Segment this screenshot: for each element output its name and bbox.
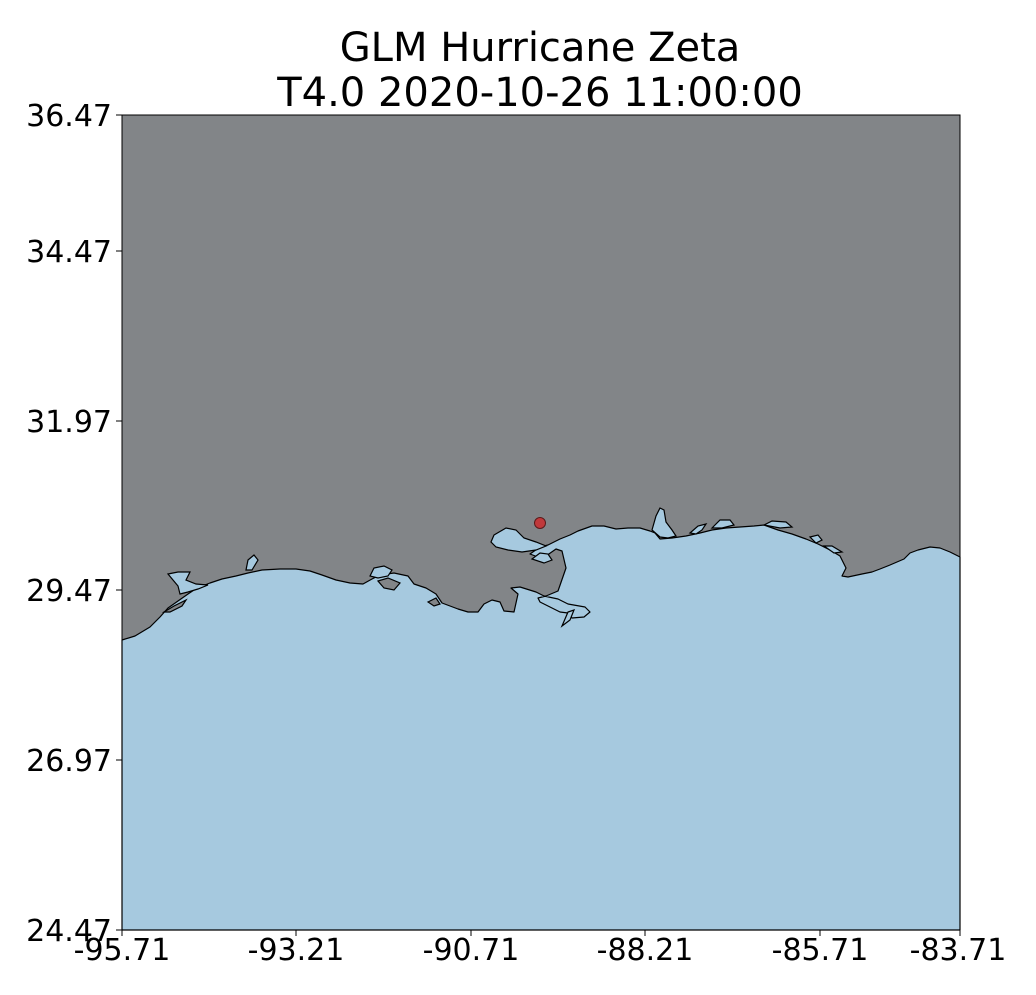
st-andrews-bay bbox=[762, 520, 794, 529]
lake-borgne bbox=[530, 552, 553, 564]
calcasieu-lake bbox=[369, 565, 393, 579]
barrier-island-texas bbox=[161, 598, 188, 613]
mobile-bay bbox=[651, 507, 677, 539]
map-frame bbox=[121, 114, 961, 931]
pensacola-bay bbox=[688, 523, 708, 535]
x-tick-label: -95.71 bbox=[74, 933, 171, 968]
y-tick-label: 36.47 bbox=[26, 99, 112, 134]
choctawhatchee-bay bbox=[710, 519, 736, 529]
gulf-ocean bbox=[121, 524, 961, 931]
map-title-line2: T4.0 2020-10-26 11:00:00 bbox=[276, 70, 803, 116]
y-tick-label: 24.47 bbox=[26, 914, 112, 949]
y-tick-label: 29.47 bbox=[26, 574, 112, 609]
x-tick-label: -93.21 bbox=[248, 933, 345, 968]
white-lake bbox=[376, 577, 401, 591]
texas-lagoon bbox=[166, 571, 209, 595]
lake-pontchartrain bbox=[490, 527, 548, 553]
map-area bbox=[121, 114, 961, 931]
x-tick-label: -88.21 bbox=[597, 933, 694, 968]
x-tick-label: -83.71 bbox=[910, 933, 1007, 968]
vermilion-point bbox=[426, 597, 441, 607]
florida-bend-inlet bbox=[822, 545, 844, 554]
x-axis: -95.71 -93.21 -90.71 -88.21 -85.71 -83.7… bbox=[74, 930, 1007, 968]
storm-center-marker bbox=[534, 517, 546, 529]
x-tick-label: -90.71 bbox=[423, 933, 520, 968]
map-title-line1: GLM Hurricane Zeta bbox=[340, 25, 741, 71]
y-tick-label: 31.97 bbox=[26, 405, 112, 440]
y-axis: 36.47 34.47 31.97 29.47 26.97 24.47 bbox=[26, 99, 122, 949]
mississippi-delta-tip bbox=[560, 609, 576, 628]
apalachee-inlet bbox=[808, 534, 823, 544]
y-tick-label: 26.97 bbox=[26, 744, 112, 779]
sabine-lake bbox=[245, 554, 259, 571]
y-tick-label: 34.47 bbox=[26, 235, 112, 270]
x-tick-label: -85.71 bbox=[772, 933, 869, 968]
